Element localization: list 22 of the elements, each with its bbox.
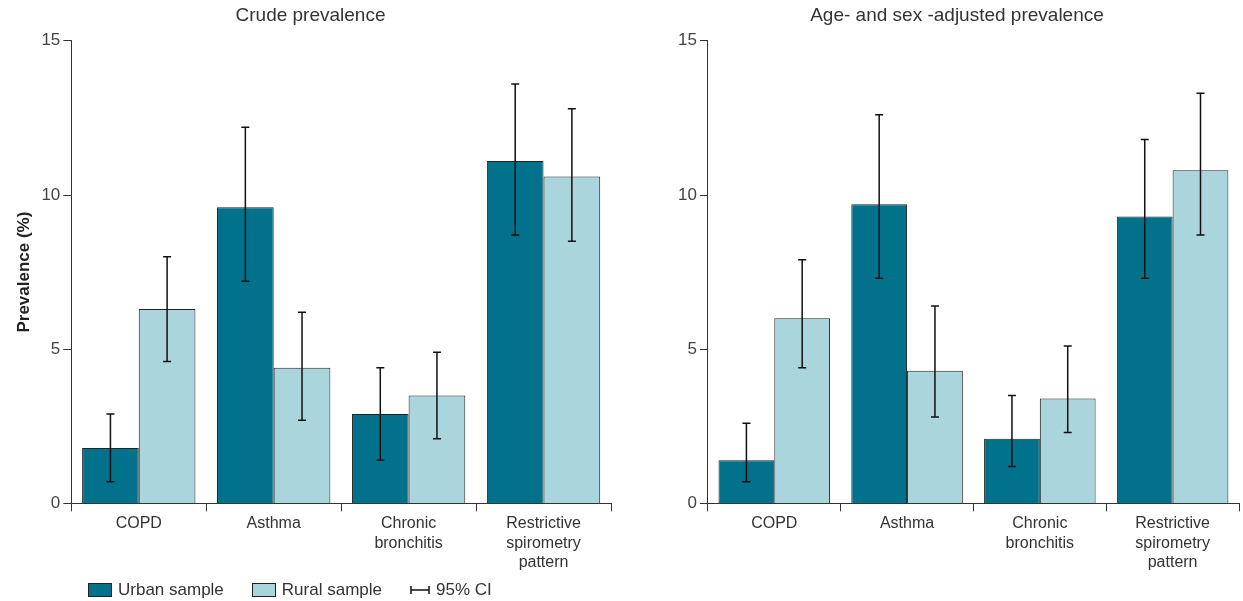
legend-label: Rural sample: [281, 580, 382, 600]
y-tick-label: 10: [677, 184, 697, 204]
y-tick-label: 0: [687, 493, 697, 513]
y-tick-label: 15: [677, 30, 697, 50]
x-tick-label: COPD: [751, 514, 798, 532]
x-tick-label: Asthma: [879, 514, 935, 532]
x-tick-label: Restrictive spirometry pattern: [506, 514, 581, 570]
x-tick-label: Restrictive spirometry pattern: [1135, 514, 1211, 570]
y-tick-label: 5: [50, 338, 61, 358]
text: 95% CI: [435, 580, 492, 600]
y-tick-label: 15: [41, 30, 61, 50]
x-tick-label: COPD: [115, 514, 162, 532]
chart-title: Age- and sex -adjusted prevalence: [810, 3, 1104, 25]
y-tick-label: 5: [687, 338, 697, 358]
x-tick-label: Chronic bronchitis: [1005, 514, 1075, 551]
chart-title: Crude prevalence: [235, 3, 386, 25]
legend-label: Urban sample: [118, 580, 224, 600]
y-axis-title: Prevalence (%): [13, 211, 33, 333]
x-tick-label: Asthma: [246, 514, 301, 532]
x-tick-label: Chronic bronchitis: [374, 514, 443, 551]
y-tick-label: 0: [50, 493, 61, 513]
y-tick-label: 10: [41, 184, 61, 204]
